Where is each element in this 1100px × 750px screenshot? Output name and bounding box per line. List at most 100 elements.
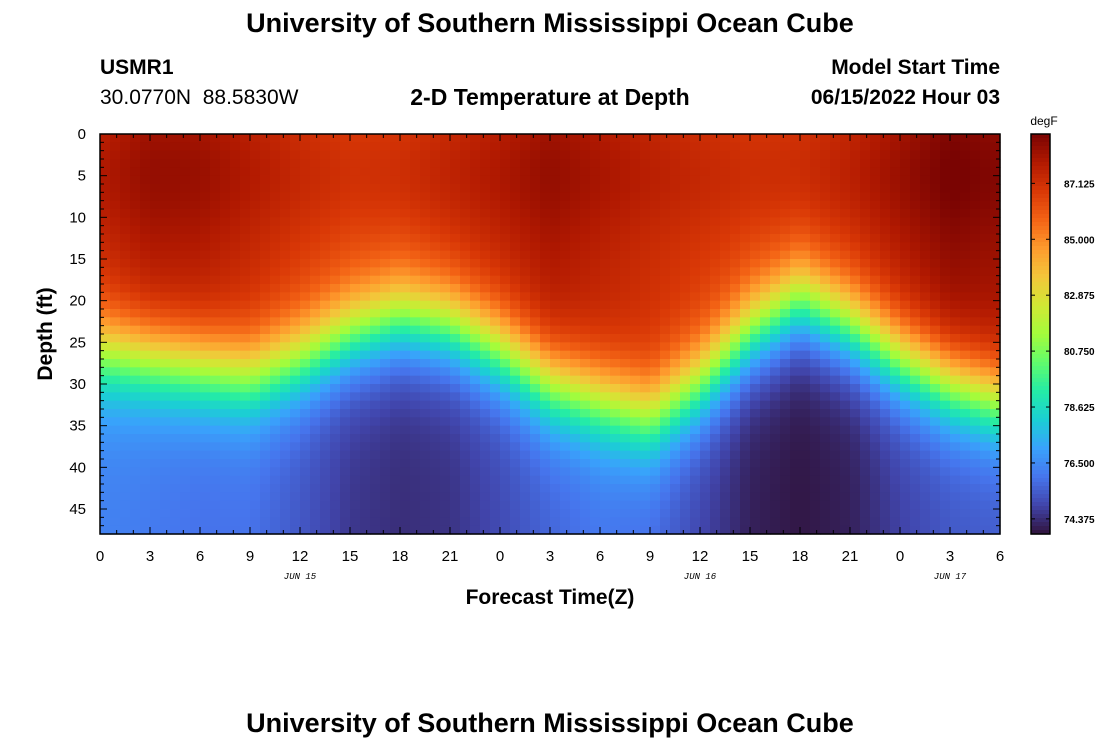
heatmap-cell: [370, 175, 381, 185]
heatmap-cell: [690, 442, 701, 452]
heatmap-cell: [560, 192, 571, 202]
heatmap-cell: [820, 234, 831, 243]
heatmap-cell: [250, 525, 261, 535]
heatmap-cell: [370, 275, 381, 285]
heatmap-cell: [630, 442, 641, 452]
heatmap-cell: [530, 309, 541, 318]
heatmap-cell: [720, 259, 731, 268]
heatmap-cell: [220, 217, 231, 227]
heatmap-cell: [790, 217, 801, 227]
heatmap-cell: [580, 484, 591, 493]
heatmap-cell: [730, 409, 741, 418]
heatmap-cell: [890, 142, 901, 152]
heatmap-cell: [820, 142, 831, 152]
heatmap-cell: [690, 167, 701, 177]
heatmap-cell: [710, 250, 721, 260]
heatmap-cell: [470, 225, 481, 235]
heatmap-cell: [300, 342, 311, 352]
heatmap-cell: [870, 234, 881, 243]
heatmap-cell: [250, 400, 261, 410]
heatmap-cell: [760, 500, 771, 510]
heatmap-cell: [870, 242, 881, 252]
heatmap-cell: [810, 259, 821, 268]
heatmap-cell: [800, 467, 811, 477]
heatmap-cell: [190, 409, 201, 418]
heatmap-cell: [790, 267, 801, 277]
heatmap-cell: [440, 475, 451, 485]
heatmap-cell: [880, 309, 891, 318]
heatmap-cell: [850, 217, 861, 227]
heatmap-cell: [230, 259, 241, 268]
heatmap-cell: [770, 134, 781, 143]
heatmap-cell: [220, 167, 231, 177]
heatmap-cell: [350, 167, 361, 177]
heatmap-cell: [110, 342, 121, 352]
date-label: JUN 17: [934, 572, 967, 582]
heatmap-cell: [300, 175, 311, 185]
heatmap-cell: [320, 484, 331, 493]
heatmap-cell: [360, 242, 371, 252]
heatmap-cell: [380, 342, 391, 352]
heatmap-cell: [490, 184, 501, 193]
heatmap-cell: [350, 242, 361, 252]
heatmap-cell: [940, 350, 951, 360]
heatmap-cell: [640, 467, 651, 477]
heatmap-cell: [700, 400, 711, 410]
heatmap-cell: [540, 467, 551, 477]
heatmap-cell: [700, 459, 711, 468]
heatmap-cell: [670, 225, 681, 235]
heatmap-cell: [130, 459, 141, 468]
heatmap-cell: [700, 509, 711, 518]
heatmap-cell: [630, 517, 641, 527]
heatmap-cell: [770, 442, 781, 452]
heatmap-cell: [450, 167, 461, 177]
heatmap-cell: [410, 200, 421, 210]
heatmap-cell: [300, 375, 311, 385]
heatmap-cell: [780, 142, 791, 152]
heatmap-cell: [410, 342, 421, 352]
heatmap-cell: [470, 484, 481, 493]
heatmap-cell: [610, 450, 621, 460]
heatmap-cell: [780, 375, 791, 385]
heatmap-cell: [430, 184, 441, 193]
heatmap-cell: [820, 292, 831, 302]
heatmap-cell: [550, 409, 561, 418]
heatmap-cell: [980, 475, 991, 485]
heatmap-cell: [970, 225, 981, 235]
heatmap-cell: [810, 292, 821, 302]
heatmap-cell: [240, 492, 251, 502]
heatmap-cell: [550, 309, 561, 318]
heatmap-cell: [830, 392, 841, 402]
heatmap-cell: [570, 400, 581, 410]
heatmap-cell: [430, 434, 441, 443]
heatmap-cell: [160, 375, 171, 385]
heatmap-cell: [430, 459, 441, 468]
heatmap-cell: [610, 192, 621, 202]
heatmap-cell: [640, 417, 651, 427]
heatmap-cell: [700, 209, 711, 218]
heatmap-cell: [670, 275, 681, 285]
heatmap-cell: [510, 325, 521, 335]
heatmap-cell: [530, 184, 541, 193]
heatmap-cell: [450, 392, 461, 402]
heatmap-cell: [440, 292, 451, 302]
heatmap-cell: [120, 500, 131, 510]
heatmap-cell: [960, 300, 971, 310]
heatmap-cell: [190, 434, 201, 443]
heatmap-cell: [730, 500, 741, 510]
heatmap-cell: [610, 492, 621, 502]
heatmap-cell: [720, 142, 731, 152]
heatmap-cell: [100, 334, 111, 343]
heatmap-cell: [400, 175, 411, 185]
heatmap-cell: [520, 459, 531, 468]
heatmap-cell: [460, 392, 471, 402]
heatmap-cell: [930, 317, 941, 327]
heatmap-cell: [220, 234, 231, 243]
heatmap-cell: [100, 175, 111, 185]
heatmap-cell: [180, 292, 191, 302]
heatmap-cell: [380, 309, 391, 318]
heatmap-cell: [660, 192, 671, 202]
heatmap-cell: [250, 442, 261, 452]
heatmap-cell: [790, 234, 801, 243]
heatmap-cell: [920, 317, 931, 327]
